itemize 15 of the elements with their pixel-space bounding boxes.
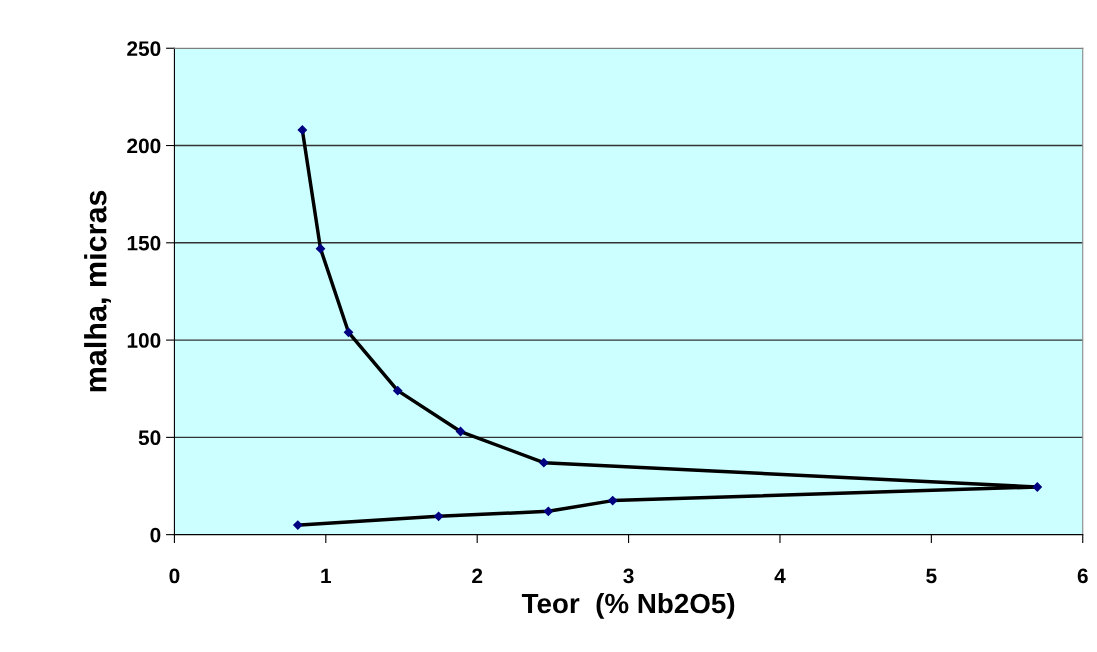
x-tick-label: 2 — [472, 568, 483, 584]
y-tick-label: 0 — [150, 527, 161, 543]
y-tick-label: 200 — [127, 138, 161, 154]
y-axis-title: malha, micras — [84, 190, 111, 392]
x-tick-label: 5 — [926, 568, 937, 584]
x-tick-label: 1 — [321, 568, 332, 584]
x-tick-label: 6 — [1077, 568, 1088, 584]
y-tick-label: 150 — [127, 235, 161, 251]
x-axis-title: Teor (% Nb2O5) — [521, 592, 735, 619]
y-tick-label: 100 — [127, 333, 161, 348]
y-tick-label: 250 — [127, 41, 161, 56]
x-tick-label: 4 — [774, 568, 786, 584]
y-tick-label: 50 — [138, 430, 161, 446]
x-tick-label: 0 — [169, 568, 180, 584]
x-tick-label: 3 — [623, 568, 634, 584]
